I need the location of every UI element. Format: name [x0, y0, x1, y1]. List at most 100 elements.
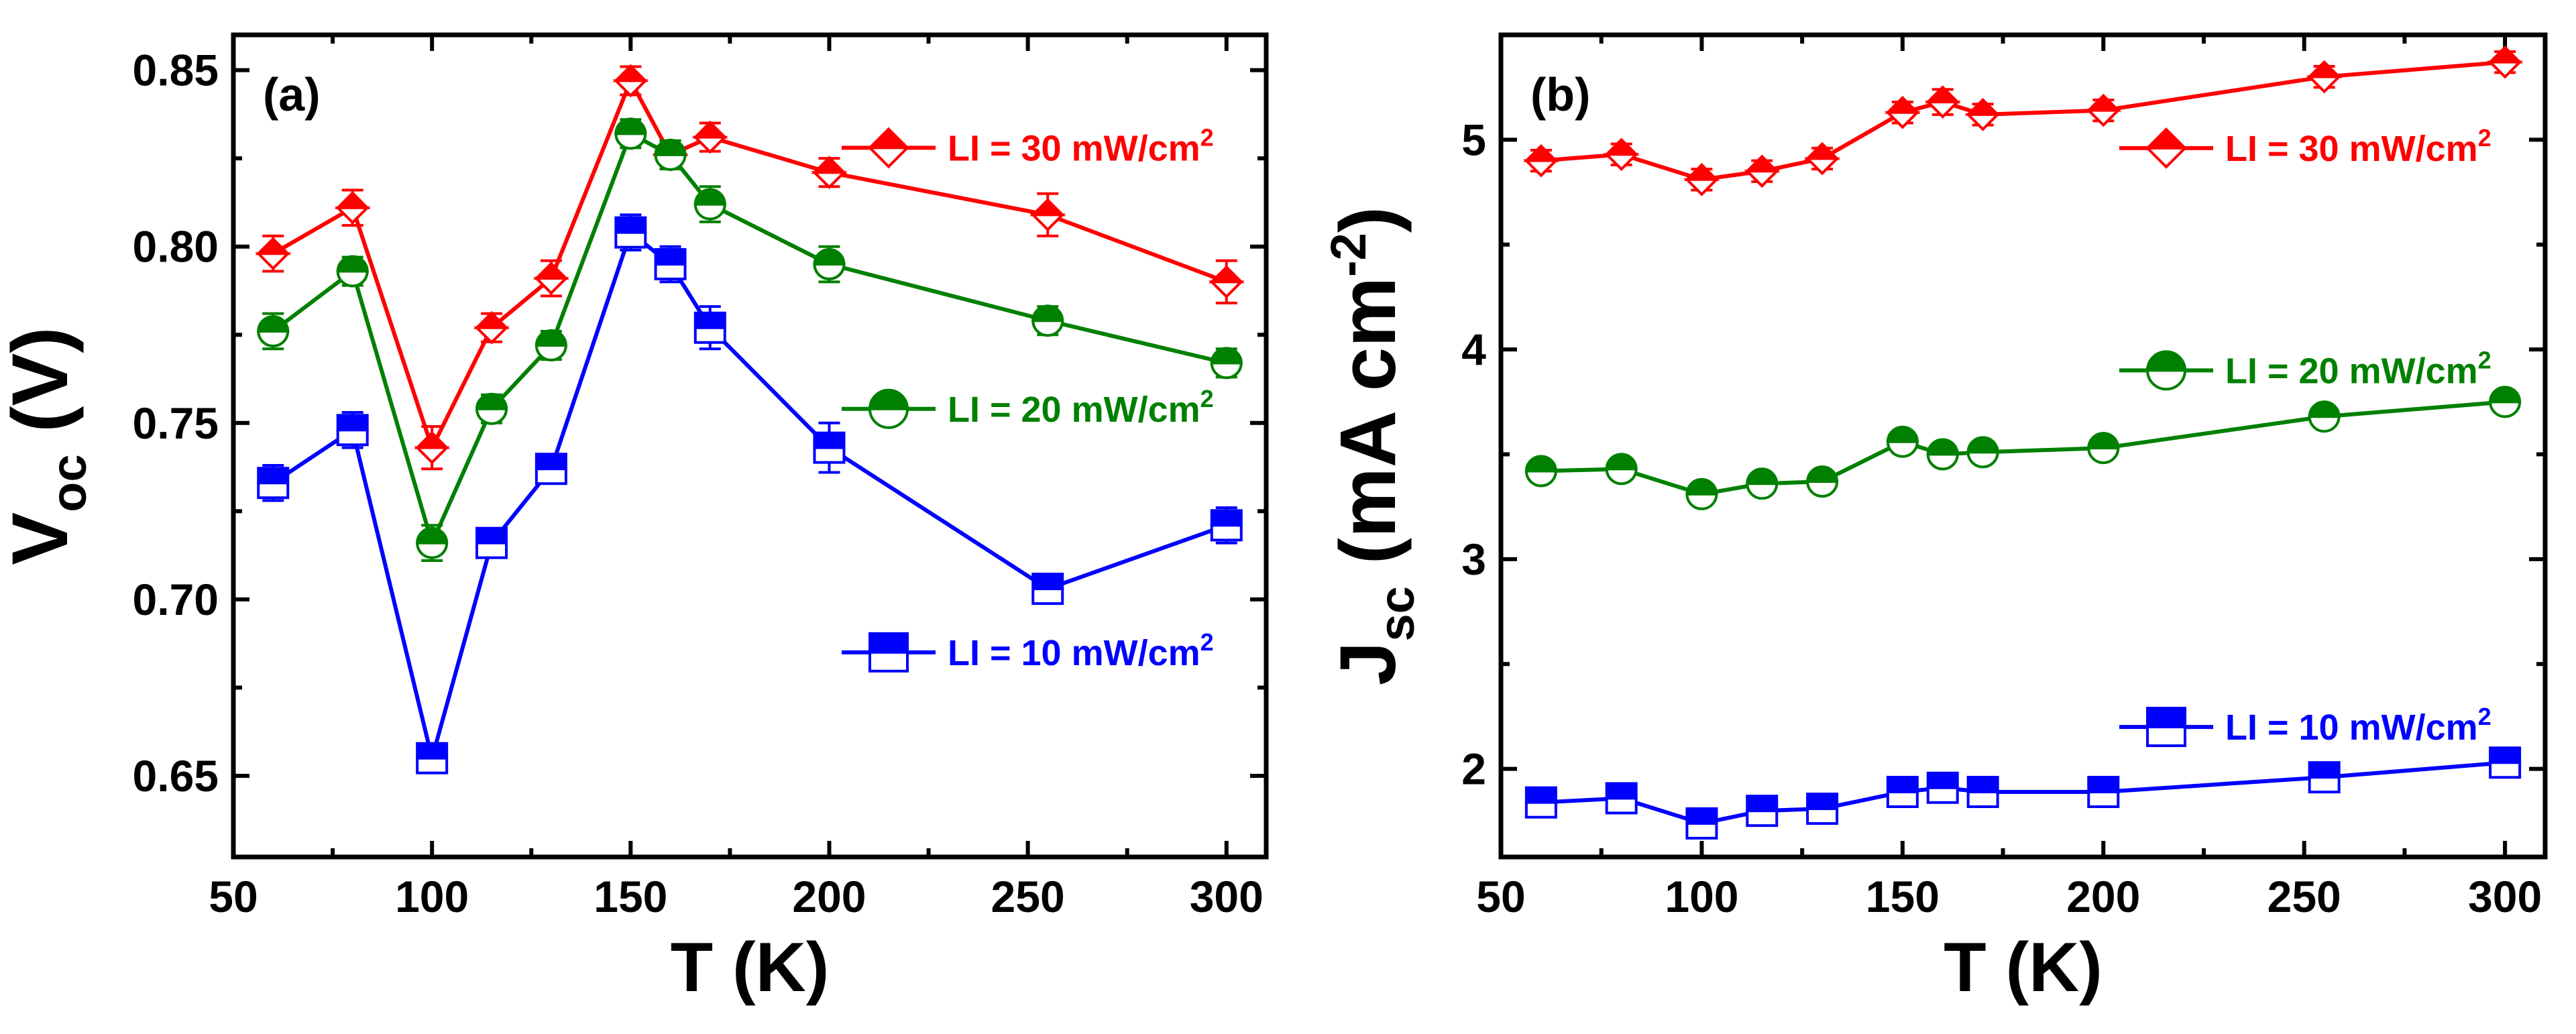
panel-label: (a)	[263, 68, 321, 121]
x-tick-label: 50	[1476, 872, 1525, 921]
marker-bottom-half	[869, 650, 909, 673]
marker-top-half	[1685, 477, 1718, 496]
marker-top-half	[257, 467, 290, 485]
marker-top-half	[813, 248, 846, 266]
marker-bottom-half	[1683, 178, 1720, 196]
x-axis-title: T (K)	[1944, 929, 2103, 1007]
marker-top-half	[2489, 746, 2522, 764]
panel-label: (b)	[1530, 68, 1590, 121]
y-tick-label: 0.85	[133, 46, 219, 95]
legend-marker	[2144, 127, 2188, 169]
y-axis-title-close: )	[1324, 207, 1412, 233]
data-point	[1683, 162, 1720, 196]
y-tick-label: 2	[1461, 744, 1486, 794]
marker-top-half	[1603, 137, 1640, 156]
marker-bottom-half	[336, 270, 369, 288]
x-tick-label: 250	[991, 872, 1065, 921]
data-point	[2489, 386, 2522, 418]
marker-top-half	[2087, 432, 2120, 450]
marker-top-half	[691, 120, 728, 139]
y-tick-label: 0.65	[133, 751, 219, 801]
marker-bottom-half	[416, 756, 449, 774]
marker-top-half	[868, 388, 909, 410]
y-axis-title-sub: oc	[41, 455, 97, 512]
marker-top-half	[535, 329, 567, 347]
data-point	[693, 188, 726, 221]
marker-top-half	[1031, 304, 1064, 323]
panel-a-voc-chart: 50 100 150 200 250 300 0.65 0.70 0.75 0.80 0.85 T (…	[0, 32, 1269, 1007]
marker-top-half	[654, 138, 687, 156]
marker-top-half	[535, 453, 567, 471]
marker-bottom-half	[1523, 159, 1559, 178]
marker-top-half	[475, 526, 508, 544]
legend-label: LI = 10 mW/cm2	[2225, 703, 2491, 748]
x-tick-label: 100	[395, 872, 469, 921]
data-point	[1924, 85, 1961, 119]
marker-top-half	[416, 526, 449, 544]
marker-bottom-half	[1605, 467, 1638, 485]
marker-bottom-half	[1966, 451, 1999, 469]
data-point	[533, 262, 569, 295]
data-point	[2306, 60, 2343, 94]
marker-top-half	[1523, 143, 1559, 162]
data-point	[1029, 198, 1066, 232]
marker-bottom-half	[813, 446, 846, 464]
marker-top-half	[2146, 707, 2186, 729]
data-point	[2087, 432, 2120, 465]
marker-bottom-half	[2087, 447, 2120, 465]
marker-bottom-half	[614, 231, 647, 249]
legend-marker	[2145, 350, 2187, 391]
data-point	[691, 120, 728, 154]
marker-bottom-half	[654, 263, 687, 281]
series-circle	[257, 117, 1243, 563]
legend-marker	[868, 388, 909, 429]
series-line	[272, 131, 1227, 549]
legend-label: LI = 30 mW/cm2	[948, 123, 1214, 168]
data-point	[1886, 425, 1919, 458]
marker-top-half	[2145, 350, 2187, 372]
marker-bottom-half	[1804, 157, 1840, 176]
data-point	[416, 526, 449, 559]
marker-top-half	[1208, 265, 1245, 284]
marker-top-half	[1524, 786, 1557, 804]
marker-bottom-half	[2308, 415, 2341, 433]
data-point	[414, 430, 450, 465]
legend-label-sup: 2	[1200, 628, 1214, 656]
marker-top-half	[336, 255, 369, 273]
marker-bottom-half	[475, 541, 508, 559]
marker-top-half	[1964, 98, 2001, 116]
marker-top-half	[1029, 198, 1066, 217]
data-point	[1746, 795, 1779, 827]
marker-bottom-half	[1524, 469, 1557, 487]
marker-top-half	[693, 311, 726, 329]
data-point	[1806, 793, 1839, 825]
legend-label-sup: 2	[2478, 346, 2491, 374]
legend-label-text: LI = 10 mW/cm	[2225, 707, 2478, 748]
y-tick-label: 0.75	[133, 398, 219, 448]
legend-label-text: LI = 30 mW/cm	[2225, 129, 2478, 169]
data-point	[1746, 467, 1779, 500]
data-point	[2087, 776, 2120, 809]
legend-label-text: LI = 30 mW/cm	[948, 128, 1200, 168]
y-tick-label: 3	[1461, 534, 1486, 584]
marker-top-half	[1966, 776, 1999, 794]
marker-bottom-half	[1210, 361, 1243, 380]
data-point	[2085, 93, 2122, 127]
marker-top-half	[2308, 761, 2341, 779]
marker-top-half	[1806, 465, 1839, 483]
legend-entry: LI = 10 mW/cm2	[2119, 703, 2491, 748]
x-tick-label: 150	[594, 872, 667, 921]
marker-bottom-half	[2087, 791, 2120, 809]
marker-bottom-half	[255, 252, 292, 271]
legend-label-sup: 2	[1200, 385, 1214, 412]
marker-top-half	[2487, 45, 2523, 64]
marker-bottom-half	[2144, 146, 2188, 169]
data-point	[1210, 509, 1243, 542]
marker-bottom-half	[1966, 791, 1999, 809]
x-tick-label: 300	[1190, 872, 1264, 921]
marker-bottom-half	[1746, 482, 1779, 500]
marker-bottom-half	[654, 153, 687, 171]
y-tick-label: 4	[1461, 325, 1486, 374]
marker-bottom-half	[416, 541, 449, 559]
plot-frame	[231, 32, 1269, 860]
